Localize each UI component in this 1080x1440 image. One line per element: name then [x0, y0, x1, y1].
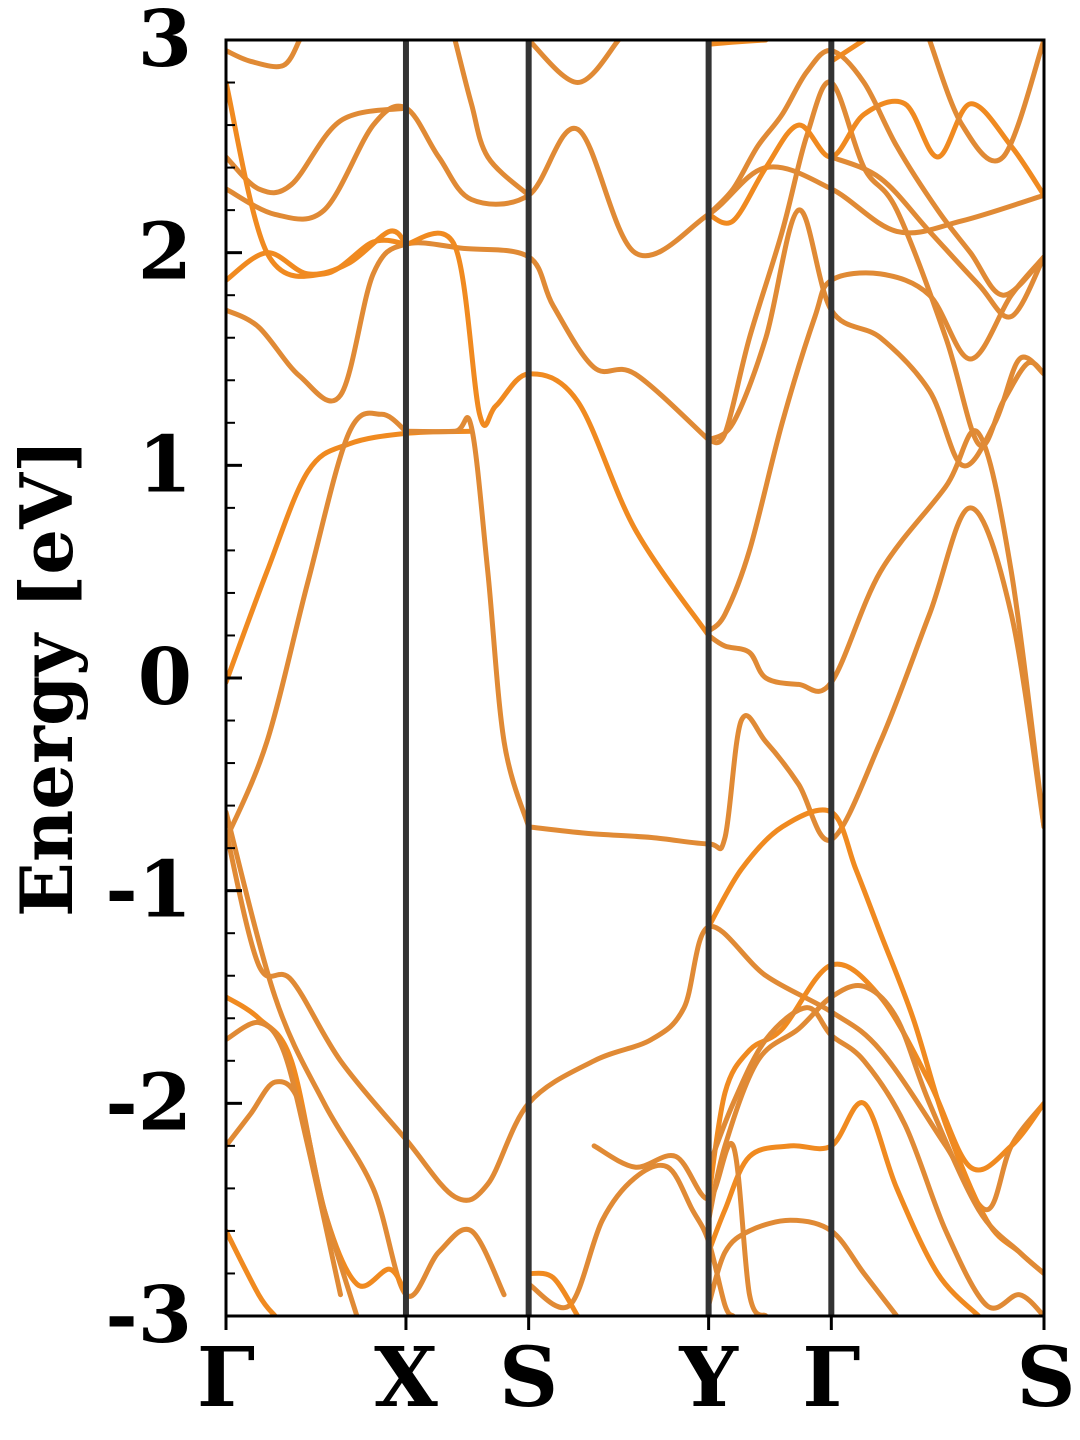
x-tick-label: Γ — [802, 1330, 860, 1426]
band-lines — [226, 40, 1044, 1316]
band-line — [226, 1228, 278, 1316]
y-tick-label: 3 — [138, 0, 192, 85]
band-line — [403, 230, 712, 638]
y-tick-label: -2 — [105, 1057, 192, 1148]
band-line — [226, 994, 409, 1298]
band-line — [226, 410, 409, 843]
y-axis-label: Energy [eV] — [4, 439, 89, 917]
band-line — [226, 428, 474, 685]
band-line — [706, 1217, 900, 1316]
band-line — [706, 1005, 1044, 1316]
y-tick-label: 0 — [138, 632, 192, 723]
band-line — [526, 1270, 581, 1316]
band-line — [706, 1100, 982, 1316]
x-tick-label: Γ — [197, 1330, 255, 1426]
band-line — [828, 154, 1044, 320]
y-tick-label: -3 — [105, 1270, 192, 1361]
band-line — [226, 103, 1044, 259]
band-line — [226, 809, 507, 1299]
band-line — [226, 1079, 360, 1316]
band-line — [706, 983, 1044, 1276]
band-line — [706, 428, 1044, 830]
y-tick-label: 2 — [138, 207, 192, 298]
x-tick-label: Y — [678, 1330, 739, 1426]
band-line — [226, 240, 712, 443]
band-line — [591, 1140, 769, 1316]
band-line — [706, 254, 1044, 634]
band-line — [526, 40, 622, 85]
x-tick-label: X — [374, 1330, 438, 1426]
band-line — [706, 79, 1044, 449]
x-tick-label: S — [499, 1330, 558, 1426]
band-line — [452, 40, 532, 198]
high-symmetry-lines — [402, 40, 835, 1316]
band-line — [706, 207, 1044, 469]
band-line — [927, 40, 1044, 164]
band-line — [226, 80, 409, 279]
band-line — [226, 1019, 343, 1298]
x-tick-label: S — [1016, 1330, 1075, 1426]
band-line — [226, 828, 1044, 1213]
band-line — [706, 48, 1044, 298]
band-line — [526, 505, 1044, 852]
y-tick-label: -1 — [105, 845, 192, 936]
band-line — [226, 40, 303, 70]
y-axis-ticks: -3 -2 -1 0 1 2 3 — [105, 0, 242, 1361]
band-line — [526, 1162, 736, 1316]
band-line — [403, 415, 532, 830]
y-tick-label: 1 — [138, 419, 192, 510]
band-line — [706, 961, 1044, 1202]
band-line — [706, 98, 1044, 226]
band-line — [226, 105, 409, 196]
